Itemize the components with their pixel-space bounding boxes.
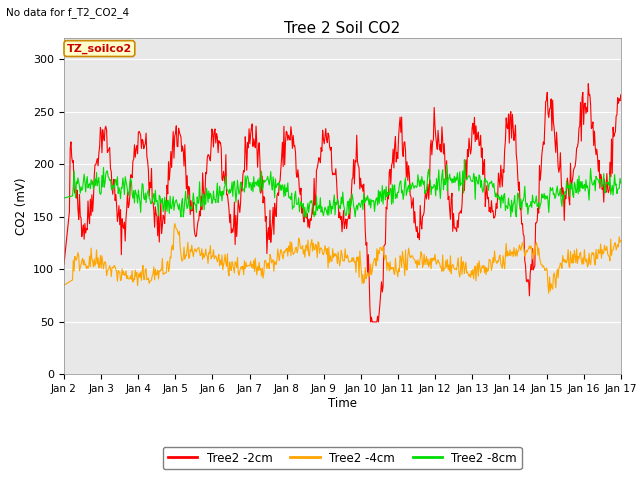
Text: TZ_soilco2: TZ_soilco2: [67, 44, 132, 54]
Y-axis label: CO2 (mV): CO2 (mV): [15, 178, 28, 235]
Legend: Tree2 -2cm, Tree2 -4cm, Tree2 -8cm: Tree2 -2cm, Tree2 -4cm, Tree2 -8cm: [163, 447, 522, 469]
Text: No data for f_T2_CO2_4: No data for f_T2_CO2_4: [6, 7, 129, 18]
Title: Tree 2 Soil CO2: Tree 2 Soil CO2: [284, 21, 401, 36]
X-axis label: Time: Time: [328, 397, 357, 410]
